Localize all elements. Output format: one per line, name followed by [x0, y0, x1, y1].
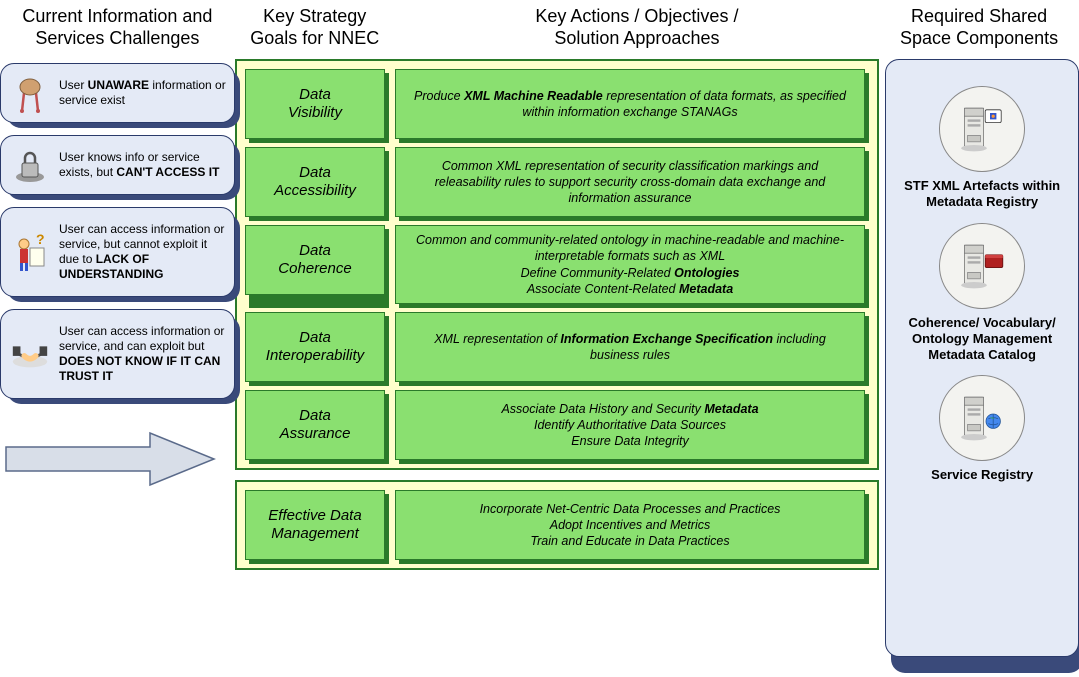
challenge-text: User can access information or service, …: [59, 324, 226, 384]
challenge-icon-confused: ?: [9, 231, 51, 273]
goal-cell: Effective DataManagement: [245, 490, 385, 560]
column-headers: Current Information andServices Challeng…: [0, 0, 1079, 59]
challenges-column: User UNAWARE information or service exis…: [0, 59, 235, 669]
goal-cell: DataAssurance: [245, 390, 385, 460]
server-icon: [939, 223, 1025, 309]
challenge-text: User UNAWARE information or service exis…: [59, 78, 226, 108]
goal-row-0: DataVisibilityProduce XML Machine Readab…: [245, 69, 869, 139]
goals-panel-bottom: Effective DataManagementIncorporate Net-…: [235, 480, 879, 570]
goal-row-4: DataAssuranceAssociate Data History and …: [245, 390, 869, 460]
goal-cell: DataVisibility: [245, 69, 385, 139]
challenge-text: User knows info or service exists, but C…: [59, 150, 226, 180]
goals-panel-main: DataVisibilityProduce XML Machine Readab…: [235, 59, 879, 470]
goal-cell: DataCoherence: [245, 225, 385, 295]
goal-cell: DataInteroperability: [245, 312, 385, 382]
components-column: STF XML Artefacts within Metadata Regist…: [879, 59, 1079, 669]
challenge-text: User can access information or service, …: [59, 222, 226, 282]
component-3: Service Registry: [931, 375, 1033, 483]
action-cell: Common XML representation of security cl…: [395, 147, 865, 217]
component-label: Service Registry: [931, 467, 1033, 483]
arrow-right: [0, 429, 235, 489]
header-col3: Key Actions / Objectives /Solution Appro…: [395, 6, 880, 49]
challenge-icon-lock: [9, 144, 51, 186]
challenge-1: User UNAWARE information or service exis…: [0, 63, 235, 123]
header-col4: Required SharedSpace Components: [879, 6, 1079, 49]
challenge-4: User can access information or service, …: [0, 309, 235, 399]
header-col1: Current Information andServices Challeng…: [0, 6, 235, 49]
goal-row-bottom: Effective DataManagementIncorporate Net-…: [245, 490, 869, 560]
goal-row-3: DataInteroperabilityXML representation o…: [245, 312, 869, 382]
action-cell: XML representation of Information Exchan…: [395, 312, 865, 382]
svg-text:?: ?: [36, 232, 45, 247]
goal-cell: DataAccessibility: [245, 147, 385, 217]
action-cell: Incorporate Net-Centric Data Processes a…: [395, 490, 865, 560]
header-col2: Key StrategyGoals for NNEC: [235, 6, 395, 49]
component-label: Coherence/ Vocabulary/ Ontology Manageme…: [896, 315, 1068, 364]
challenge-icon-ostrich: [9, 72, 51, 114]
component-2: Coherence/ Vocabulary/ Ontology Manageme…: [896, 223, 1068, 364]
server-icon: [939, 86, 1025, 172]
challenge-icon-handshake: [9, 333, 51, 375]
component-label: STF XML Artefacts within Metadata Regist…: [896, 178, 1068, 211]
goal-row-2: DataCoherenceCommon and community-relate…: [245, 225, 869, 304]
action-cell: Produce XML Machine Readable representat…: [395, 69, 865, 139]
action-cell: Associate Data History and Security Meta…: [395, 390, 865, 460]
component-1: STF XML Artefacts within Metadata Regist…: [896, 86, 1068, 211]
server-icon: [939, 375, 1025, 461]
challenge-3: ? User can access information or service,…: [0, 207, 235, 297]
goal-row-1: DataAccessibilityCommon XML representati…: [245, 147, 869, 217]
action-cell: Common and community-related ontology in…: [395, 225, 865, 304]
center-column: DataVisibilityProduce XML Machine Readab…: [235, 59, 879, 669]
challenge-2: User knows info or service exists, but C…: [0, 135, 235, 195]
